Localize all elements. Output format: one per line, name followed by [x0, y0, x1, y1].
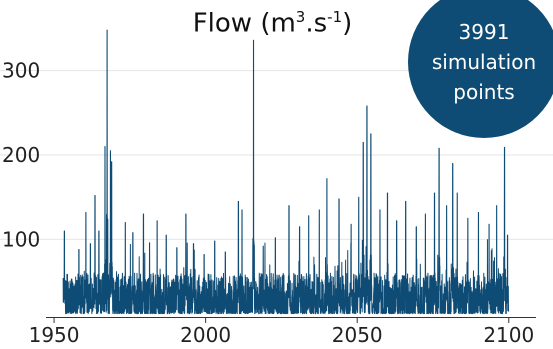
x-tick-label: 2100	[483, 323, 534, 347]
x-tick-label: 1950	[29, 323, 80, 347]
y-tick-label: 200	[2, 143, 40, 167]
badge-line-simulation: simulation	[431, 50, 537, 74]
simulation-count-badge: 3991 simulation points	[408, 0, 553, 138]
x-axis: 1950 2000 2050 2100	[29, 317, 536, 347]
y-tick-label: 300	[2, 59, 40, 83]
x-tick-label: 2000	[180, 323, 231, 347]
badge-count: 3991	[458, 20, 510, 44]
y-axis-tick-labels: 100 200 300	[2, 59, 40, 252]
chart-title: Flow (m3.s-1)	[192, 8, 353, 39]
badge-line-points: points	[453, 80, 515, 104]
x-tick-label: 2050	[332, 323, 383, 347]
flow-series-line	[62, 29, 510, 315]
y-tick-label: 100	[2, 227, 40, 251]
